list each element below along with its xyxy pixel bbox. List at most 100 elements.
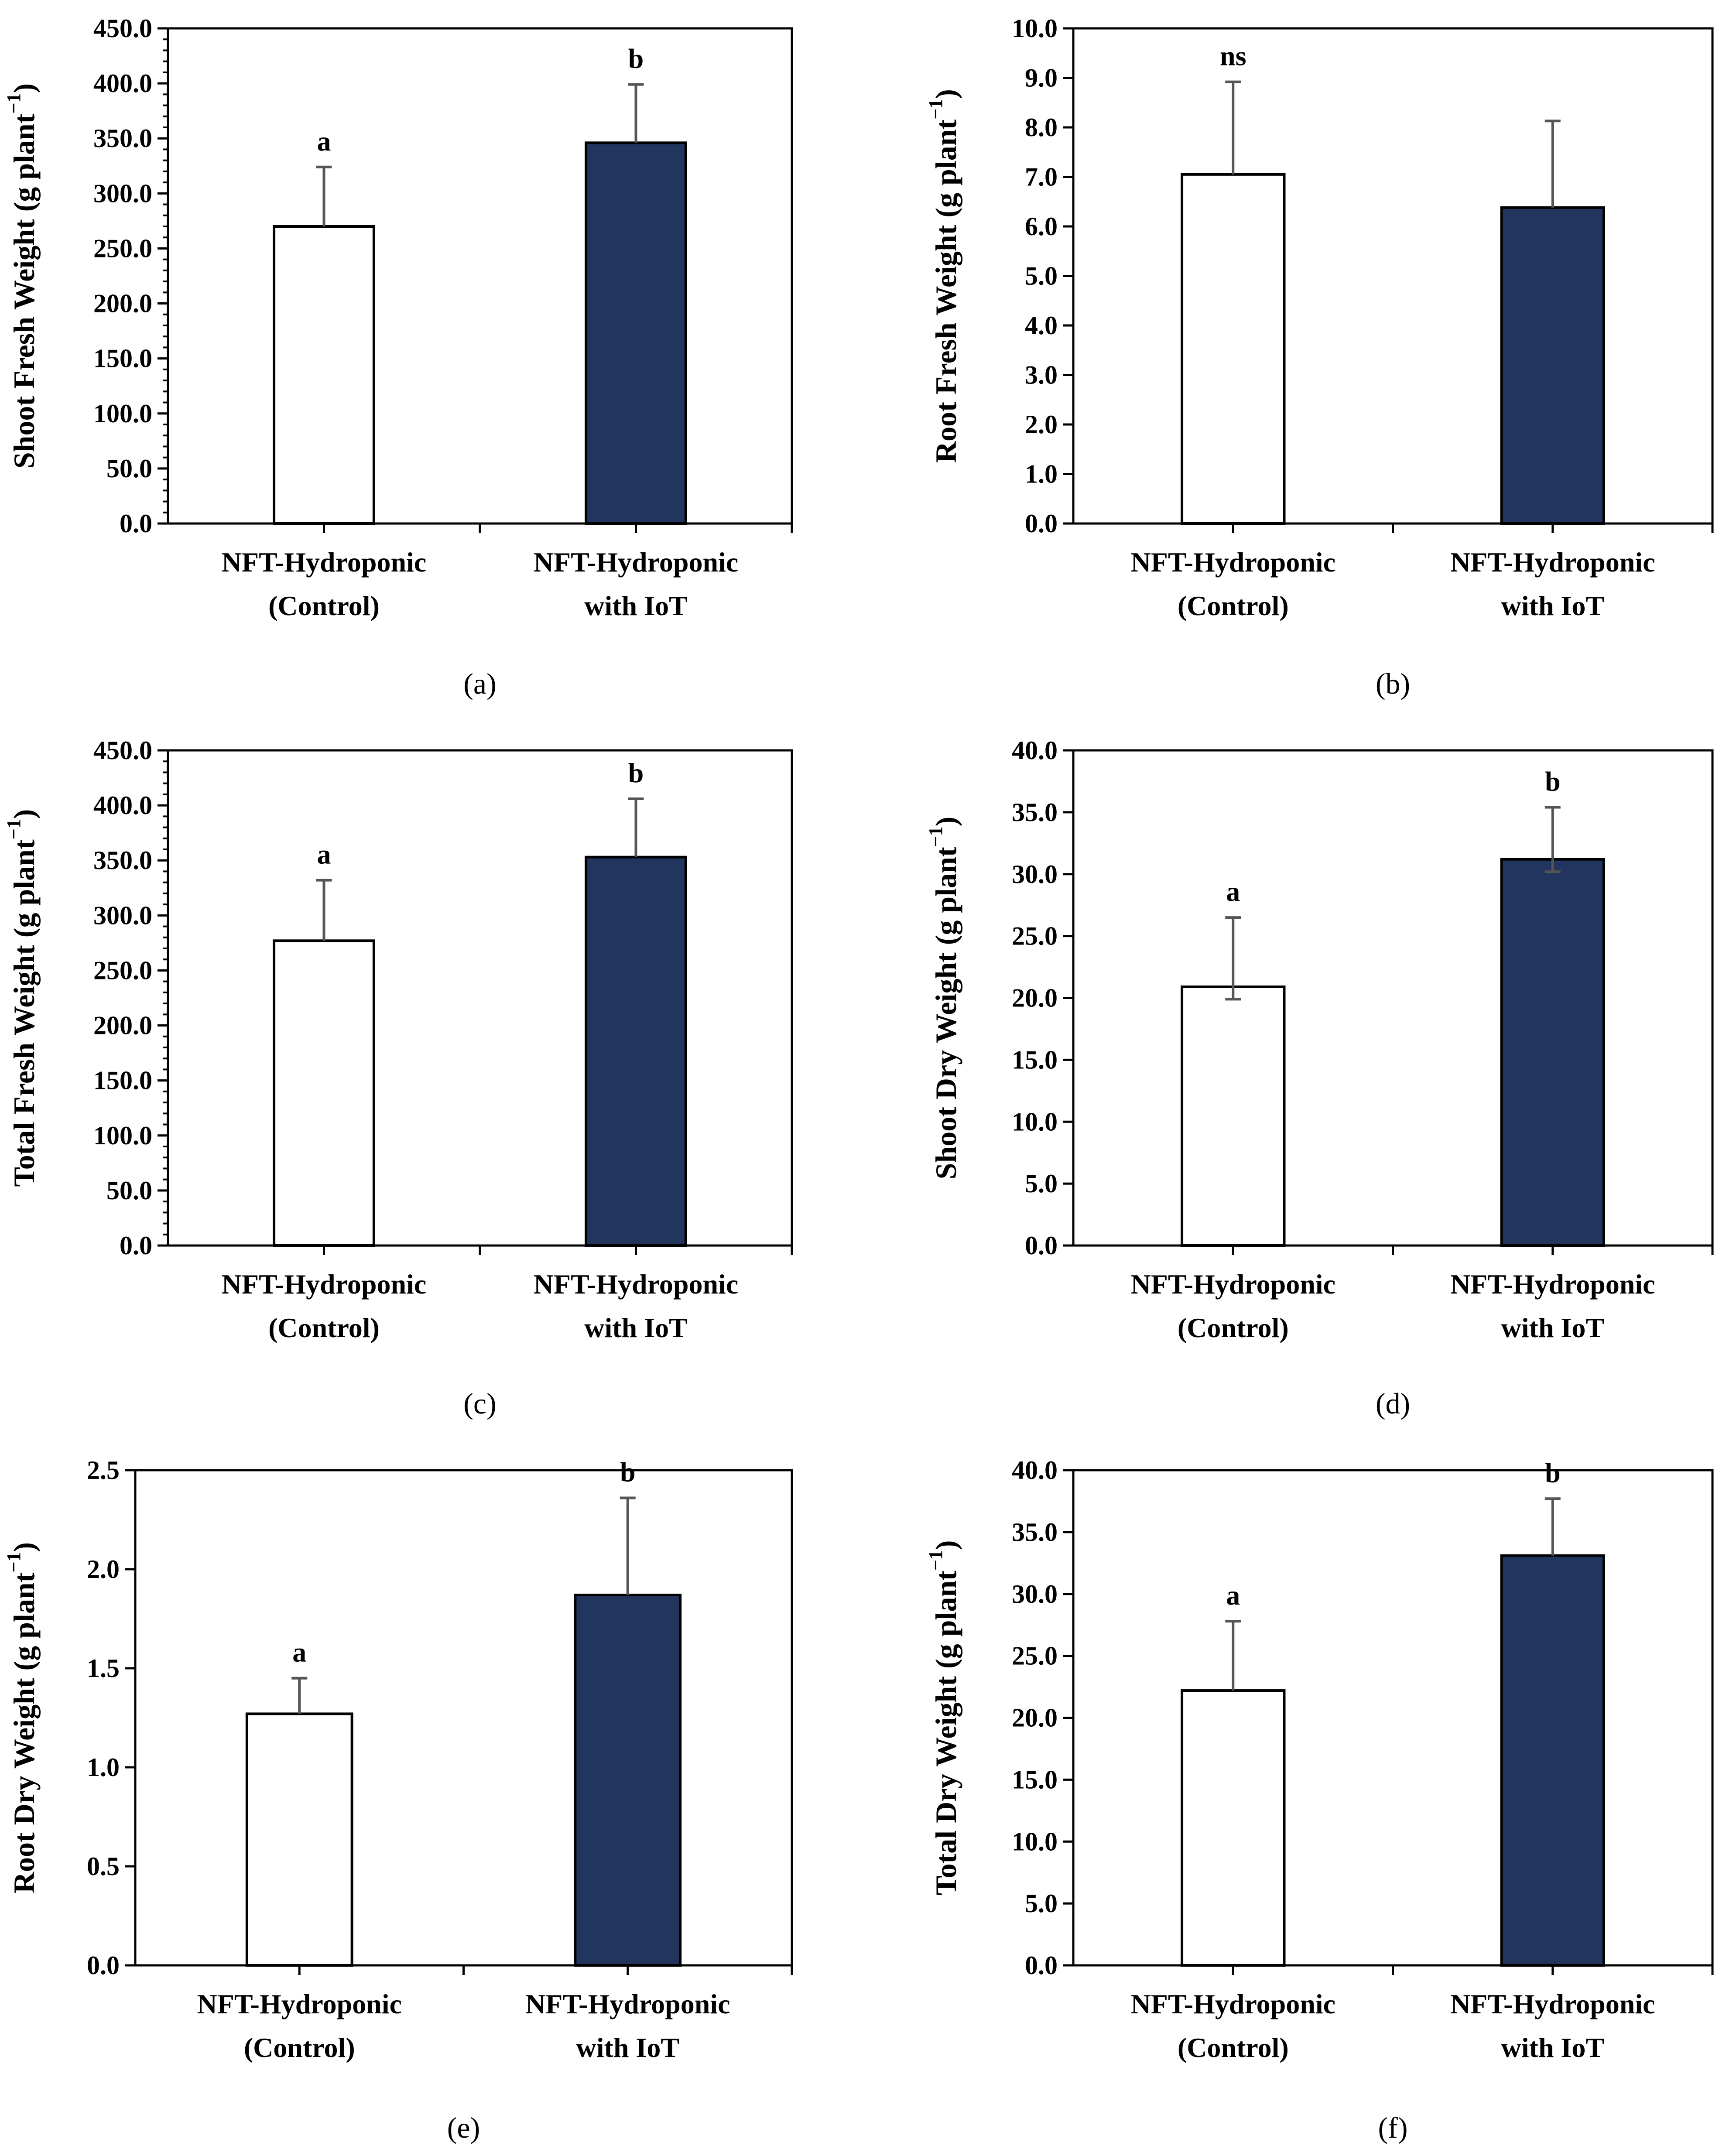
- y-tick-label: 25.0: [1012, 922, 1058, 951]
- significance-letter: b: [628, 757, 644, 788]
- chart-panel-3: a NFT-Hydroponic (Control) b NFT-Hydroponic w…: [3, 736, 793, 1420]
- y-tick-label: 400.0: [93, 791, 152, 820]
- significance-letter: a: [1226, 1580, 1240, 1611]
- panel-label: (e): [447, 2111, 480, 2144]
- category-label: NFT-Hydroponic: [1131, 1269, 1336, 1300]
- category-label: with IoT: [584, 590, 688, 621]
- y-tick-label: 40.0: [1012, 736, 1058, 765]
- y-tick-label: 5.0: [1025, 1889, 1058, 1918]
- category-label: NFT-Hydroponic: [222, 547, 426, 578]
- y-tick-label: 100.0: [93, 399, 152, 428]
- y-tick-label: 20.0: [1012, 984, 1058, 1013]
- y-tick-label: 2.5: [87, 1456, 120, 1485]
- significance-letter: b: [1545, 766, 1561, 797]
- y-axis-label: Root Fresh Weight (g plant−1): [925, 89, 962, 463]
- chart-panel-5: a NFT-Hydroponic (Control) b NFT-Hydroponic w…: [3, 1456, 793, 2144]
- bar-iot: [1500, 858, 1605, 1247]
- y-tick-label: 150.0: [93, 344, 152, 373]
- y-tick-label: 1.0: [87, 1753, 120, 1782]
- category-label: with IoT: [584, 1312, 688, 1343]
- category-label: with IoT: [1501, 2032, 1605, 2063]
- panel-label: (c): [463, 1387, 496, 1420]
- bar-control: [1181, 985, 1286, 1247]
- category-label: (Control): [1178, 1312, 1289, 1343]
- y-tick-label: 300.0: [93, 179, 152, 208]
- bar-iot: [585, 141, 687, 525]
- y-tick-label: 3.0: [1025, 361, 1058, 390]
- y-tick-label: 6.0: [1025, 212, 1058, 241]
- plot-frame: [167, 27, 793, 525]
- y-tick-label: 400.0: [93, 69, 152, 98]
- y-tick-label: 50.0: [106, 454, 152, 483]
- y-tick-label: 10.0: [1012, 14, 1058, 43]
- significance-letter: a: [317, 839, 331, 870]
- bar-control: [1181, 173, 1286, 525]
- category-label: NFT-Hydroponic: [222, 1269, 426, 1300]
- y-tick-label: 30.0: [1012, 1580, 1058, 1608]
- category-label: NFT-Hydroponic: [1131, 547, 1336, 578]
- y-tick-label: 25.0: [1012, 1642, 1058, 1670]
- significance-letter: a: [317, 126, 331, 157]
- y-tick-label: 7.0: [1025, 163, 1058, 192]
- significance-letter: b: [620, 1457, 636, 1488]
- category-label: NFT-Hydroponic: [534, 1269, 738, 1300]
- y-tick-label: 200.0: [93, 289, 152, 318]
- panel-label: (d): [1376, 1387, 1410, 1420]
- category-label: NFT-Hydroponic: [1450, 1988, 1655, 2019]
- y-tick-label: 0.0: [1025, 1231, 1058, 1260]
- y-tick-label: 0.0: [1025, 509, 1058, 538]
- plot-frame: [1072, 1469, 1714, 1967]
- y-tick-label: 250.0: [93, 234, 152, 263]
- y-tick-label: 250.0: [93, 956, 152, 985]
- y-tick-label: 35.0: [1012, 798, 1058, 827]
- significance-letter: a: [292, 1637, 306, 1668]
- plot-frame: [1072, 749, 1714, 1247]
- y-tick-label: 9.0: [1025, 64, 1058, 92]
- y-tick-label: 1.0: [1025, 460, 1058, 489]
- y-tick-label: 200.0: [93, 1011, 152, 1040]
- bar-control: [273, 939, 375, 1247]
- plot-frame: [1072, 27, 1714, 525]
- y-tick-label: 35.0: [1012, 1518, 1058, 1547]
- plot-frame: [134, 1469, 793, 1967]
- category-label: (Control): [268, 590, 380, 621]
- y-tick-label: 30.0: [1012, 860, 1058, 889]
- y-tick-label: 0.0: [1025, 1951, 1058, 1980]
- y-tick-label: 350.0: [93, 846, 152, 875]
- category-label: NFT-Hydroponic: [534, 547, 738, 578]
- y-tick-label: 450.0: [93, 736, 152, 765]
- chart-panel-1: a NFT-Hydroponic (Control) b NFT-Hydroponic w…: [3, 14, 793, 700]
- category-label: NFT-Hydroponic: [1131, 1988, 1336, 2019]
- y-tick-label: 10.0: [1012, 1827, 1058, 1856]
- category-label: NFT-Hydroponic: [197, 1988, 402, 2019]
- y-tick-label: 300.0: [93, 901, 152, 930]
- bar-iot: [574, 1594, 682, 1967]
- y-tick-label: 8.0: [1025, 113, 1058, 142]
- y-tick-label: 20.0: [1012, 1704, 1058, 1732]
- y-tick-label: 2.0: [87, 1555, 120, 1584]
- chart-panel-6: a NFT-Hydroponic (Control) b NFT-Hydroponic w…: [925, 1456, 1714, 2144]
- bar-control: [245, 1712, 353, 1967]
- bar-control: [1181, 1689, 1286, 1967]
- y-tick-label: 50.0: [106, 1176, 152, 1205]
- significance-letter: a: [1226, 876, 1240, 907]
- y-tick-label: 0.0: [120, 509, 152, 538]
- panel-label: (b): [1376, 667, 1410, 700]
- y-axis-label: Root Dry Weight (g plant−1): [3, 1542, 41, 1893]
- y-axis-label: Shoot Dry Weight (g plant−1): [925, 817, 962, 1180]
- y-tick-label: 100.0: [93, 1121, 152, 1150]
- panel-label: (a): [463, 667, 496, 700]
- y-tick-label: 1.5: [87, 1654, 120, 1683]
- y-tick-label: 15.0: [1012, 1045, 1058, 1074]
- y-tick-label: 40.0: [1012, 1456, 1058, 1485]
- category-label: NFT-Hydroponic: [1450, 1269, 1655, 1300]
- category-label: with IoT: [1501, 590, 1605, 621]
- chart-panel-4: a NFT-Hydroponic (Control) b NFT-Hydroponic w…: [925, 736, 1714, 1420]
- y-axis-label: Total Fresh Weight (g plant−1): [3, 809, 41, 1187]
- bar-iot: [585, 856, 687, 1247]
- plot-frame: [167, 749, 793, 1247]
- category-label: (Control): [1178, 2032, 1289, 2063]
- y-tick-label: 2.0: [1025, 410, 1058, 439]
- y-tick-label: 0.5: [87, 1852, 120, 1881]
